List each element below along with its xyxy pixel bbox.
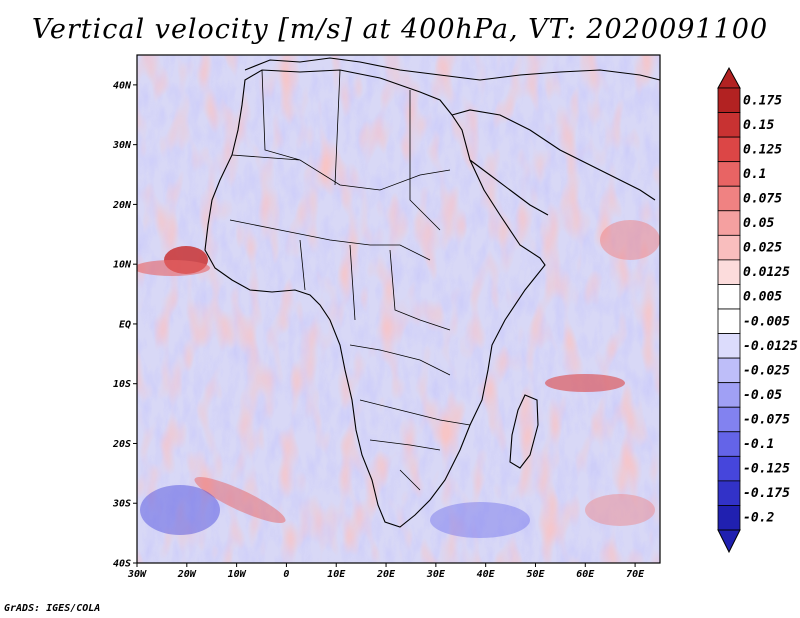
colorbar-swatch <box>717 357 741 384</box>
colorbar-swatch <box>717 161 741 187</box>
arabian-peninsula <box>451 109 656 216</box>
lon-tick-label: 40E <box>477 569 496 580</box>
colorbar-label: -0.125 <box>743 462 790 477</box>
colorbar-min-arrow <box>717 529 741 554</box>
ascent-south-indian <box>585 494 655 526</box>
velocity-field <box>137 55 660 563</box>
lon-tick-label: 20E <box>376 569 396 580</box>
colorbar-label: 0.15 <box>743 118 774 133</box>
colorbar-max-arrow <box>717 66 741 89</box>
colorbar-label: -0.1 <box>743 437 774 452</box>
colorbar-label: -0.005 <box>743 314 790 329</box>
africa-coastline <box>204 69 546 528</box>
lon-tick-label: 60E <box>576 569 595 580</box>
colorbar-label: 0.125 <box>743 142 782 157</box>
colorbar-swatch <box>717 431 741 457</box>
descent-southwest <box>140 485 220 535</box>
ascent-southwest <box>194 477 286 523</box>
colorbar-label: 0.025 <box>743 241 782 256</box>
lon-tick-label: 0 <box>283 569 289 580</box>
lat-tick-label: 30N <box>112 140 132 151</box>
colorbar-label: -0.2 <box>743 511 774 526</box>
colorbar-label: 0.075 <box>743 192 782 207</box>
colorbar-label: 0.0125 <box>743 265 790 280</box>
lon-tick-label: 50E <box>526 569 545 580</box>
colorbar-label: -0.05 <box>743 388 782 403</box>
colorbar-swatch <box>717 406 741 433</box>
madagascar <box>509 394 539 469</box>
colorbar-swatch <box>717 455 741 482</box>
colorbar-label: -0.075 <box>743 413 790 428</box>
colorbar-swatch <box>717 333 741 359</box>
colorbar-swatch <box>717 87 741 113</box>
colorbar-label: 0.1 <box>743 167 766 182</box>
lat-tick-label: 20S <box>112 439 131 450</box>
lon-tick-label: 10E <box>327 569 346 580</box>
colorbar-swatch <box>717 210 741 236</box>
colorbar-label: -0.025 <box>743 363 790 378</box>
colorbar-label: -0.0125 <box>743 339 798 354</box>
lon-tick-label: 20W <box>177 569 197 580</box>
latitude-axis: 40N 30N 20N 10N EQ 10S 20S 30S 40S <box>112 80 137 570</box>
colorbar-swatch <box>717 308 741 334</box>
colorbar-swatch <box>717 136 741 163</box>
coastlines <box>204 57 661 528</box>
colorbar-label: 0.175 <box>743 93 782 108</box>
lon-tick-label: 30W <box>127 569 147 580</box>
plot-frame <box>136 54 661 564</box>
lat-tick-label: 10S <box>113 379 131 390</box>
colorbar-swatch <box>717 185 741 212</box>
europe-coast <box>244 57 661 81</box>
colorbar: 0.175 0.15 0.125 0.1 0.075 0.05 0.025 0.0125 0.0… <box>717 66 798 554</box>
lon-tick-label: 30E <box>426 569 446 580</box>
lat-tick-label: 20N <box>112 200 132 211</box>
lat-tick-label: 40S <box>113 559 131 570</box>
ascent-arabian-sea <box>600 220 660 260</box>
colorbar-label: 0.005 <box>743 290 782 305</box>
ascent-band-indian-ocean <box>545 374 625 392</box>
lat-tick-label: 10N <box>113 260 132 271</box>
colorbar-label: 0.05 <box>743 216 774 231</box>
colorbar-swatch <box>717 480 741 506</box>
colorbar-swatch <box>717 234 741 261</box>
lat-tick-label: EQ <box>119 319 131 330</box>
lon-tick-label: 10W <box>228 569 247 580</box>
colorbar-swatch <box>717 259 741 285</box>
lat-tick-label: 30S <box>112 499 131 510</box>
lon-tick-label: 70E <box>626 569 645 580</box>
ascent-band-atlantic <box>137 260 210 276</box>
colorbar-swatch <box>717 112 741 138</box>
country-borders <box>229 69 471 491</box>
map-title: Vertical velocity [m/s] at 400hPa, VT: 2… <box>31 14 769 45</box>
lat-tick-label: 40N <box>113 80 132 91</box>
colorbar-swatch <box>717 382 741 408</box>
longitude-axis: 30W 20W 10W 0 10E 20E 30E 40E 50E 60E 70E <box>127 563 645 580</box>
descent-south-africa-coast <box>430 502 530 538</box>
colorbar-swatch <box>717 284 741 310</box>
grads-credit: GrADS: IGES/COLA <box>4 603 101 614</box>
colorbar-swatch <box>717 505 741 531</box>
colorbar-label: -0.175 <box>743 486 790 501</box>
